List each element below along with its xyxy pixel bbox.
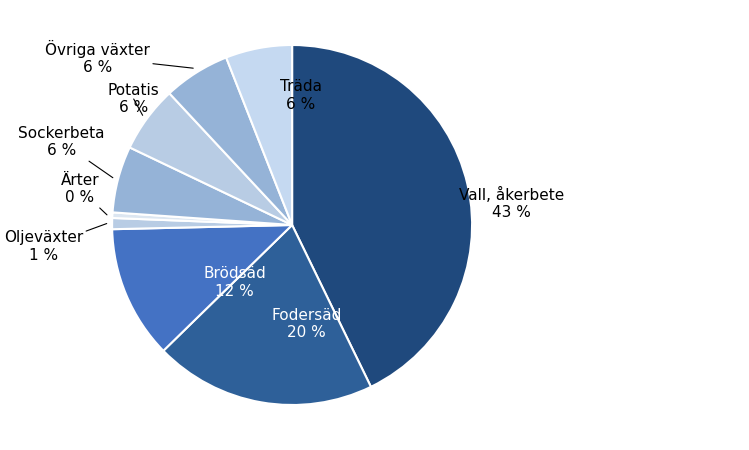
Text: Potatis
6 %: Potatis 6 % xyxy=(108,83,160,115)
Text: Övriga växter
6 %: Övriga växter 6 % xyxy=(45,40,193,75)
Wedge shape xyxy=(169,58,292,225)
Text: Oljeväxter
1 %: Oljeväxter 1 % xyxy=(4,224,106,263)
Text: Ärter
0 %: Ärter 0 % xyxy=(61,173,107,215)
Text: Sockerbeta
6 %: Sockerbeta 6 % xyxy=(19,126,113,178)
Wedge shape xyxy=(226,45,292,225)
Wedge shape xyxy=(112,225,292,351)
Text: Träda
6 %: Träda 6 % xyxy=(280,79,322,112)
Wedge shape xyxy=(112,212,292,225)
Text: Fodersäd
20 %: Fodersäd 20 % xyxy=(271,308,342,340)
Text: Vall, åkerbete
43 %: Vall, åkerbete 43 % xyxy=(459,187,564,220)
Wedge shape xyxy=(292,45,472,387)
Wedge shape xyxy=(163,225,371,405)
Wedge shape xyxy=(112,148,292,225)
Text: Brödsäd
12 %: Brödsäd 12 % xyxy=(203,266,266,299)
Wedge shape xyxy=(112,218,292,229)
Wedge shape xyxy=(130,93,292,225)
